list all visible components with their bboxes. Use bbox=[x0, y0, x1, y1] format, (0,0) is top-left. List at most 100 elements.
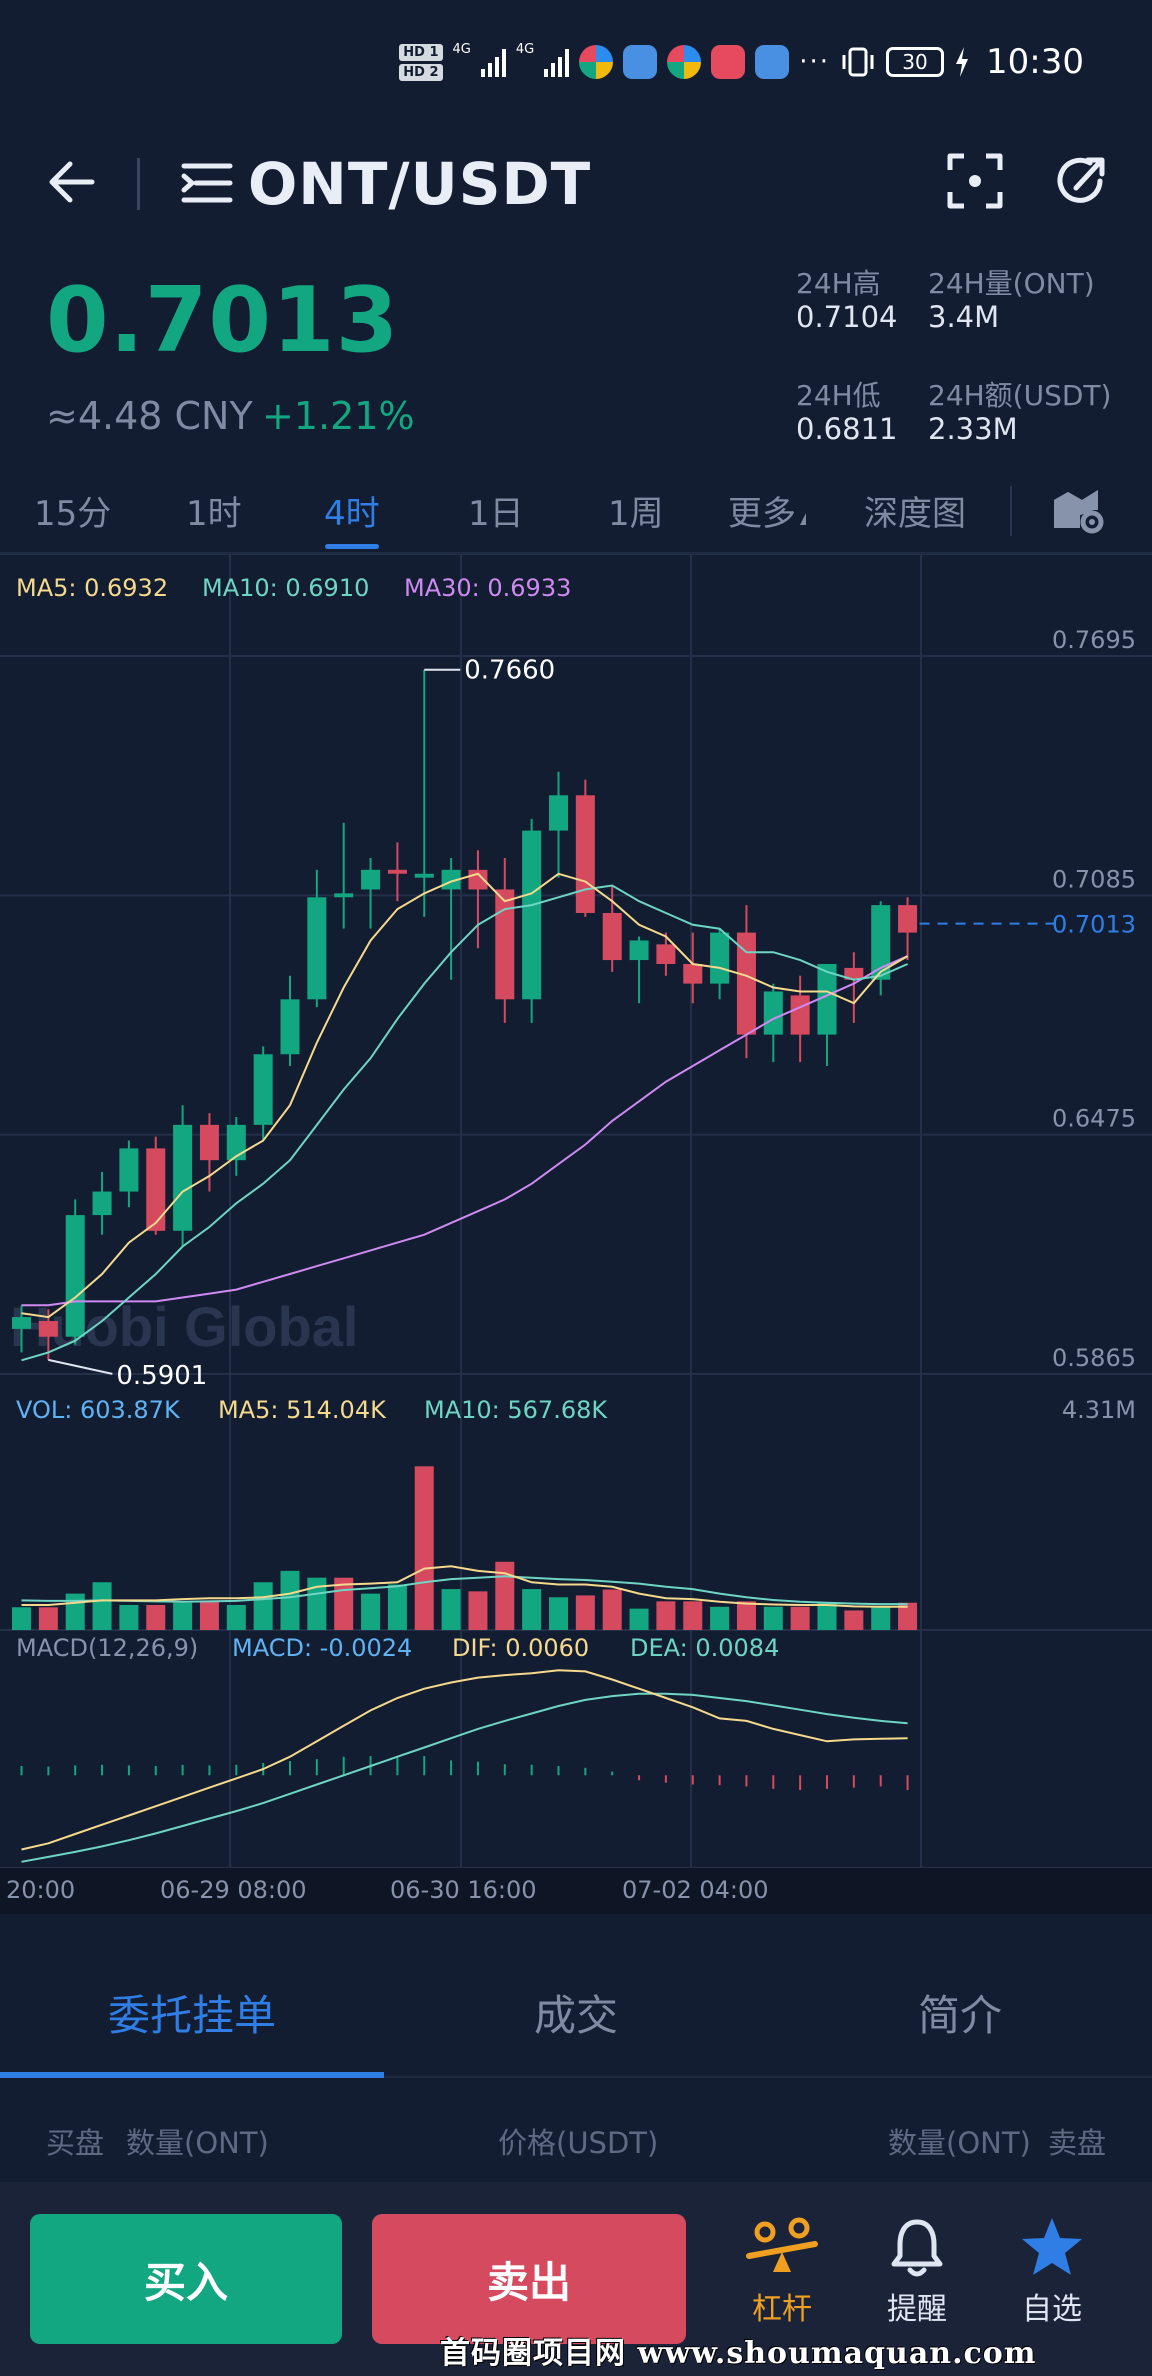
volume-bar bbox=[199, 1600, 219, 1630]
volume-bar bbox=[736, 1601, 756, 1630]
period-1w[interactable]: 1周 bbox=[608, 494, 664, 534]
amount-label: 24H额(USDT) bbox=[928, 379, 1112, 412]
signal-icon bbox=[480, 47, 506, 77]
max-price-label: 0.7660 bbox=[464, 656, 555, 686]
vol-ma10-legend: MA10: 567.68K bbox=[424, 1396, 608, 1424]
dea-legend: DEA: 0.0084 bbox=[630, 1634, 779, 1662]
candle-body bbox=[334, 893, 354, 898]
low-value: 0.6811 bbox=[796, 412, 898, 446]
macd-chart bbox=[20, 1669, 909, 1863]
alert-button[interactable]: 提醒 bbox=[862, 2216, 972, 2328]
volume-bar bbox=[656, 1601, 676, 1630]
candle-body bbox=[629, 940, 649, 961]
candle-body bbox=[871, 905, 891, 980]
ma10-legend: MA10: 0.6910 bbox=[202, 574, 369, 602]
dif-line bbox=[21, 1669, 908, 1851]
candle-body bbox=[38, 1321, 58, 1337]
volume-bar bbox=[683, 1601, 703, 1630]
volume-bar bbox=[549, 1597, 568, 1630]
high-value: 0.7104 bbox=[796, 300, 898, 334]
pair-title[interactable]: ONT/USDT bbox=[248, 150, 592, 218]
back-icon[interactable] bbox=[40, 152, 100, 212]
leverage-icon bbox=[746, 2217, 818, 2272]
ma10-line bbox=[21, 884, 909, 1362]
hd2-badge: HD 2 bbox=[399, 63, 443, 81]
candle-body bbox=[790, 995, 810, 1035]
bell-icon bbox=[891, 2219, 943, 2277]
price-axis-label: 0.7695 bbox=[1052, 626, 1136, 654]
candle-body bbox=[898, 905, 918, 933]
buy-button[interactable]: 买入 bbox=[30, 2214, 342, 2344]
candle-body bbox=[173, 1124, 193, 1231]
volume-bar bbox=[92, 1582, 112, 1630]
candle-body bbox=[495, 889, 515, 1000]
status-bar: HD 1 HD 2 4G 4G ··· 30 10:30 bbox=[0, 0, 1152, 130]
header: ONT/USDT bbox=[0, 130, 1152, 240]
star-icon bbox=[1022, 2218, 1082, 2275]
last-price: 0.7013 bbox=[46, 268, 400, 373]
period-4h[interactable]: 4时 bbox=[324, 494, 380, 534]
tab-intro[interactable]: 简介 bbox=[918, 1991, 1003, 2040]
chart-settings-icon[interactable] bbox=[1050, 482, 1108, 538]
share-icon[interactable] bbox=[1050, 150, 1112, 212]
sell-button[interactable]: 卖出 bbox=[372, 2214, 686, 2344]
scan-icon[interactable] bbox=[944, 150, 1006, 212]
last-price-label: 0.7013 bbox=[1052, 911, 1136, 939]
leverage-button[interactable]: 杠杆 bbox=[727, 2216, 837, 2328]
candle-body bbox=[844, 967, 864, 980]
volume-bar bbox=[790, 1606, 810, 1630]
signal-icon-2 bbox=[544, 47, 570, 77]
vol-ma10-line bbox=[21, 1575, 908, 1606]
candle-body bbox=[307, 897, 327, 1000]
volume-bar bbox=[12, 1607, 31, 1630]
min-price-label: 0.5901 bbox=[116, 1361, 207, 1391]
candle-body bbox=[736, 932, 756, 1035]
macd-legend: MACD: -0.0024 bbox=[232, 1634, 412, 1662]
tab-trades[interactable]: 成交 bbox=[534, 1991, 619, 2040]
candle-body bbox=[119, 1148, 139, 1192]
candle-body bbox=[12, 1317, 31, 1329]
volume-bar bbox=[119, 1604, 139, 1630]
candle-body bbox=[387, 869, 407, 874]
chart-background bbox=[0, 554, 1152, 1914]
exchange-watermark: Huobi Global bbox=[10, 1295, 358, 1358]
period-1d[interactable]: 1日 bbox=[468, 494, 524, 534]
orderbook-sell-qty-header: 数量(ONT) bbox=[888, 2126, 1031, 2160]
volume-bar bbox=[226, 1604, 246, 1630]
tab-orders[interactable]: 委托挂单 bbox=[108, 1991, 277, 2040]
volume-value: 3.4M bbox=[928, 300, 1000, 334]
period-1h[interactable]: 1时 bbox=[186, 494, 242, 534]
candle-body bbox=[280, 999, 300, 1055]
app-notification-icon bbox=[711, 45, 746, 79]
volume-bar bbox=[387, 1584, 407, 1630]
kline-chart[interactable]: Huobi Global 0.76950.70850.64750.58650.7… bbox=[0, 554, 1152, 1914]
hd1-badge: HD 1 bbox=[399, 43, 443, 61]
vol-ma5-legend: MA5: 514.04K bbox=[218, 1396, 387, 1424]
ma-lines bbox=[21, 872, 1054, 1362]
ma30-legend: MA30: 0.6933 bbox=[404, 574, 571, 602]
high-label: 24H高 bbox=[796, 267, 881, 300]
battery-icon: 30 bbox=[886, 47, 945, 77]
dif-legend: DIF: 0.0060 bbox=[452, 1634, 589, 1662]
period-tabs: 15分 1时 4时 1日 1周 更多 深度图 bbox=[0, 478, 1152, 554]
chart-labels: 0.7695 0.7085 0.6475 0.5865 0.7013 0.7660 0.59… bbox=[6, 626, 1136, 1904]
period-15m[interactable]: 15分 bbox=[34, 494, 112, 534]
chart-grid bbox=[0, 554, 1152, 1914]
vol-ma5-line bbox=[21, 1565, 908, 1608]
orderbook-buy-qty-header: 数量(ONT) bbox=[126, 2126, 269, 2160]
menu-icon[interactable] bbox=[180, 160, 234, 206]
orderbook-price-header: 价格(USDT) bbox=[498, 2126, 659, 2160]
volume-bar bbox=[575, 1595, 595, 1630]
volume-bar bbox=[307, 1577, 327, 1630]
candle-body bbox=[199, 1124, 219, 1161]
volume-bar bbox=[468, 1591, 488, 1630]
time-axis-label: 20:00 bbox=[6, 1876, 75, 1904]
depth-chart-tab[interactable]: 深度图 bbox=[864, 494, 966, 534]
volume-bar bbox=[495, 1561, 515, 1630]
price-change: +1.21% bbox=[262, 394, 415, 438]
favorite-button[interactable]: 自选 bbox=[997, 2216, 1107, 2328]
orderbook-buy-header: 买盘 bbox=[46, 2126, 105, 2160]
candles bbox=[12, 669, 918, 1360]
period-more[interactable]: 更多 bbox=[728, 486, 806, 535]
candle-body bbox=[414, 873, 434, 878]
